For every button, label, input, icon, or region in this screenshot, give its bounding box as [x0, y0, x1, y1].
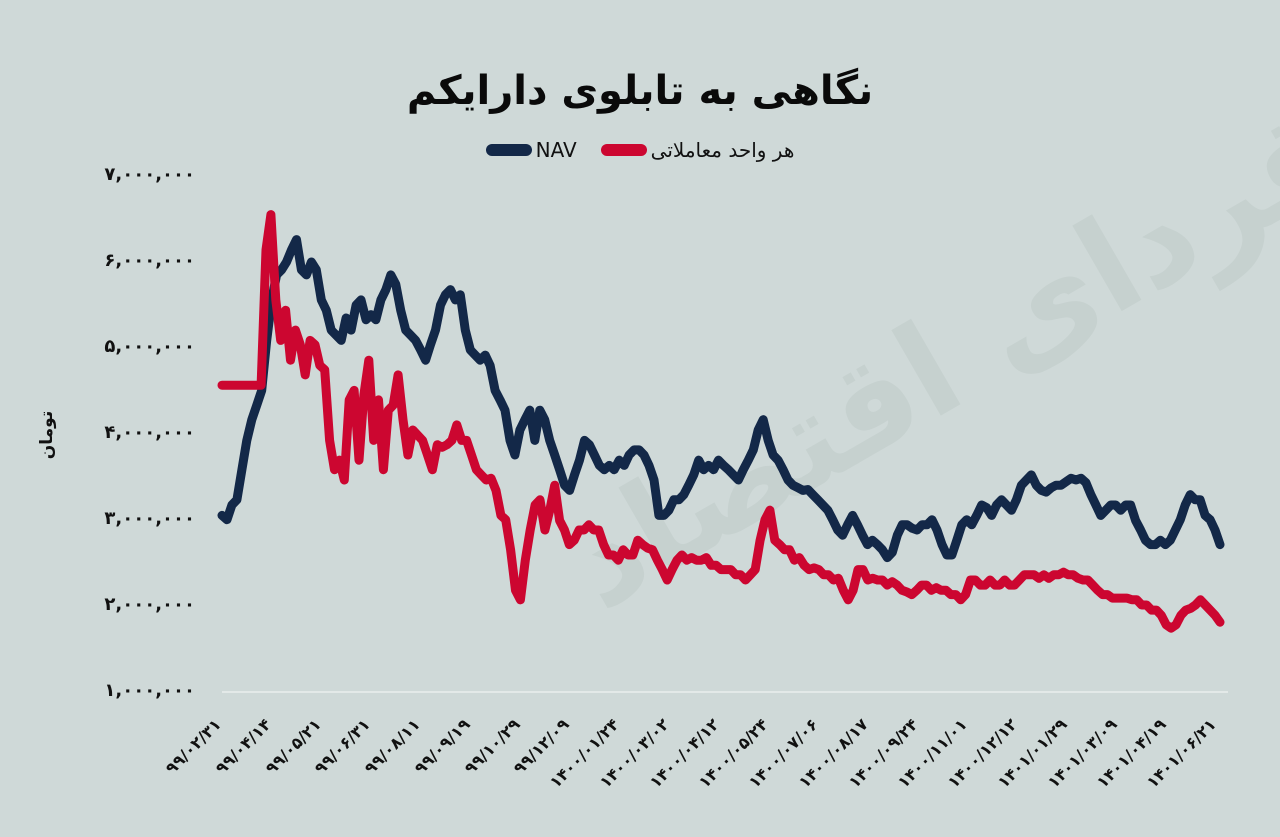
legend-swatch-unit-price	[600, 144, 647, 156]
y-tick: ۱,۰۰۰,۰۰۰	[104, 680, 195, 701]
y-tick: ۷,۰۰۰,۰۰۰	[104, 164, 195, 185]
y-tick: ۲,۰۰۰,۰۰۰	[104, 594, 195, 615]
legend: NAV هر واحد معاملاتی	[0, 138, 1280, 162]
chart-title: نگاهی به تابلوی دارایکم	[406, 68, 874, 114]
unit-price-line	[217, 210, 1225, 633]
y-tick: ۵,۰۰۰,۰۰۰	[104, 336, 195, 357]
y-tick: ۴,۰۰۰,۰۰۰	[104, 422, 195, 443]
legend-item-unit-price: هر واحد معاملاتی	[600, 138, 795, 162]
nav-line	[217, 235, 1225, 563]
legend-swatch-nav	[485, 144, 532, 156]
y-tick: ۳,۰۰۰,۰۰۰	[104, 508, 195, 529]
legend-label-unit-price: هر واحد معاملاتی	[650, 138, 795, 162]
legend-label-nav: NAV	[535, 138, 577, 162]
y-tick: ۶,۰۰۰,۰۰۰	[104, 250, 195, 271]
legend-item-nav: NAV	[485, 138, 577, 162]
